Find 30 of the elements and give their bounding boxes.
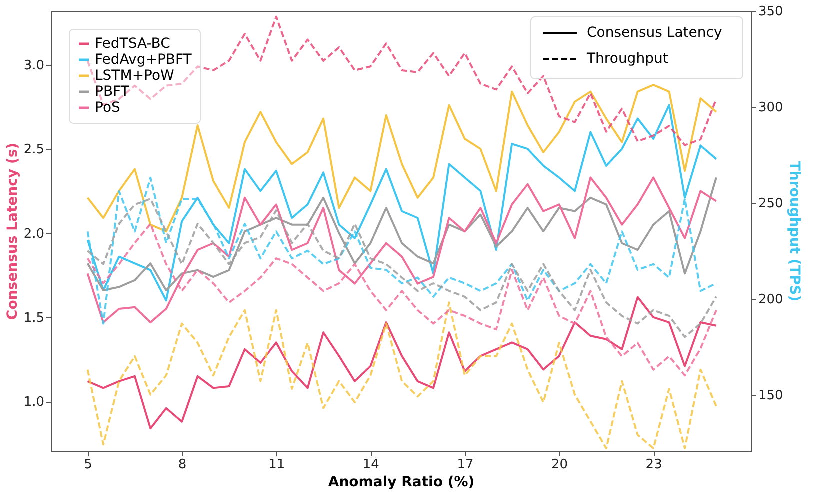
x-tick-label: 5	[84, 458, 92, 472]
x-tick-label: 14	[362, 458, 380, 472]
y2-axis-title: Throughput (TPS)	[786, 161, 802, 302]
y2-tick-label: 350	[758, 4, 784, 20]
x-axis-title: Anomaly Ratio (%)	[328, 474, 475, 490]
y-tick-label: 2.0	[24, 226, 44, 242]
legend-label: LSTM+PoW	[95, 68, 175, 84]
y-tick-label: 1.0	[24, 395, 44, 410]
y2-tick-label: 150	[758, 388, 784, 404]
legend-label: FedTSA-BC	[95, 36, 171, 52]
y-tick-label: 2.5	[24, 142, 44, 158]
y-tick-label: 3.0	[24, 58, 44, 74]
legend-label: PBFT	[95, 84, 130, 100]
y2-tick-label: 200	[758, 292, 784, 308]
x-tick-label: 17	[457, 458, 474, 472]
legend-label: PoS	[95, 100, 121, 116]
y2-tick-label: 300	[758, 100, 784, 116]
y-axis-title: Consensus Latency (s)	[4, 142, 21, 320]
line-series	[86, 302, 718, 450]
annotation: Consensus Latency	[587, 25, 722, 41]
annotation: Throughput	[586, 51, 669, 67]
x-tick-label: 23	[646, 458, 662, 472]
x-tick-label: 20	[551, 458, 568, 472]
legend-label: FedAvg+PBFT	[95, 52, 192, 68]
line-series	[86, 296, 718, 430]
y-tick-label: 1.5	[24, 310, 44, 326]
y2-tick-label: 250	[758, 196, 784, 212]
x-tick-label: 11	[268, 458, 286, 472]
line-series	[86, 84, 718, 233]
x-tick-label: 8	[178, 458, 187, 472]
